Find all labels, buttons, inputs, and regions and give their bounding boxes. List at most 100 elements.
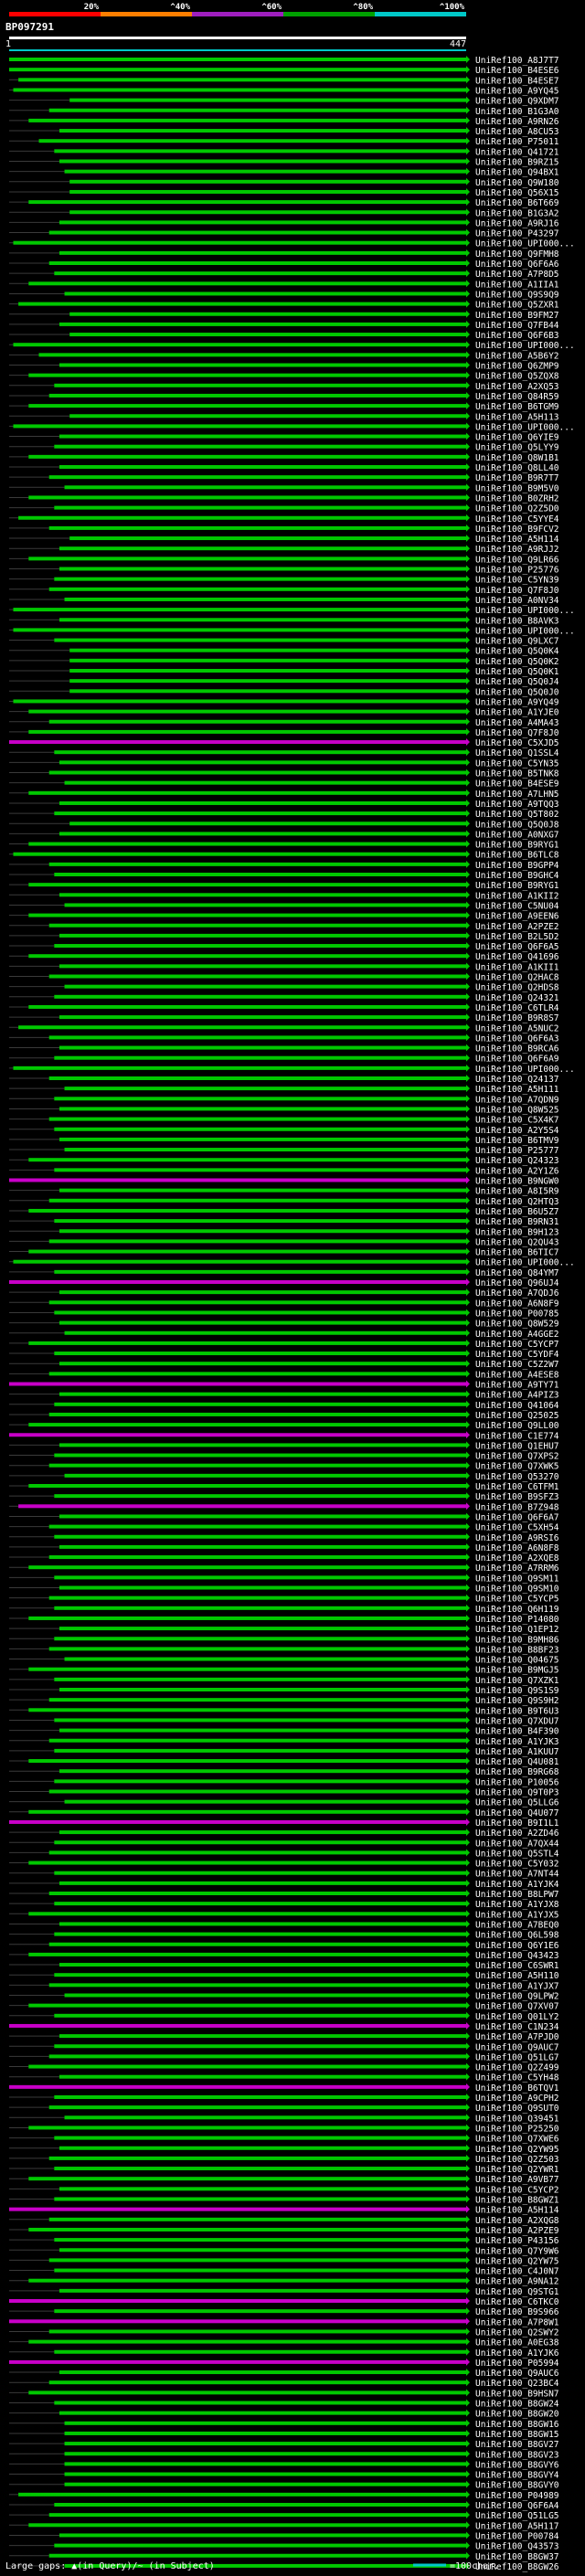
hit-label[interactable]: UniRef100_Q9LPW2	[475, 1992, 559, 2002]
hit-row[interactable]: UniRef100_B6T669	[9, 198, 559, 208]
hit-label[interactable]: UniRef100_A1YJK6	[475, 2348, 559, 2359]
hit-row[interactable]: UniRef100_A1KII2	[9, 891, 559, 901]
hit-label[interactable]: UniRef100_Q9SM11	[475, 1574, 559, 1584]
hit-label[interactable]: UniRef100_Q6L598	[475, 1931, 559, 1941]
hit-row[interactable]: UniRef100_B9RZ15	[9, 157, 559, 168]
hit-row[interactable]: UniRef100_A2XQE8	[9, 1553, 559, 1564]
hit-row[interactable]: UniRef100_A7QDJ6	[9, 1288, 559, 1299]
hit-label[interactable]: UniRef100_C6SWR1	[475, 1961, 559, 1971]
hit-row[interactable]: UniRef100_Q53270	[9, 1471, 559, 1482]
hit-label[interactable]: UniRef100_A1YJX5	[475, 1910, 559, 1920]
hit-row[interactable]: UniRef100_B9FCV2	[9, 524, 559, 535]
hit-row[interactable]: UniRef100_Q6ZMP9	[9, 361, 559, 372]
hit-label[interactable]: UniRef100_P00784	[475, 2531, 559, 2541]
hit-label[interactable]: UniRef100_Q2YWR1	[475, 2165, 559, 2175]
hit-label[interactable]: UniRef100_C5YN35	[475, 758, 559, 769]
hit-row[interactable]: UniRef100_B9GPP4	[9, 860, 559, 871]
hit-row[interactable]: UniRef100_A9CPH2	[9, 2094, 559, 2104]
hit-label[interactable]: UniRef100_Q6ZMP9	[475, 362, 559, 372]
hit-label[interactable]: UniRef100_B8GVY6	[475, 2460, 559, 2470]
hit-row[interactable]: UniRef100_Q9XDM7	[9, 96, 559, 107]
hit-row[interactable]: UniRef100_Q5Q0J4	[9, 677, 559, 687]
hit-row[interactable]: UniRef100_A5H117	[9, 2521, 559, 2531]
hit-label[interactable]: UniRef100_C4J0N7	[475, 2267, 559, 2277]
hit-label[interactable]: UniRef100_Q6F6A9	[475, 1055, 559, 1065]
hit-label[interactable]: UniRef100_Q9W180	[475, 178, 559, 188]
hit-row[interactable]: UniRef100_Q5LYY9	[9, 442, 559, 453]
hit-label[interactable]: UniRef100_Q2QU43	[475, 1237, 559, 1247]
hit-row[interactable]: UniRef100_Q41696	[9, 952, 559, 962]
hit-label[interactable]: UniRef100_Q2HAC8	[475, 973, 559, 983]
hit-row[interactable]: UniRef100_A2Y5S4	[9, 1125, 559, 1136]
hit-label[interactable]: UniRef100_B6U5Z7	[475, 1207, 559, 1217]
hit-label[interactable]: UniRef100_A2PZE2	[475, 922, 559, 932]
hit-label[interactable]: UniRef100_A1YJX8	[475, 1900, 559, 1910]
hit-row[interactable]: UniRef100_Q2HDS8	[9, 982, 559, 993]
hit-label[interactable]: UniRef100_Q2Z5D0	[475, 504, 559, 514]
hit-row[interactable]: UniRef100_P43156	[9, 2236, 559, 2246]
hit-row[interactable]: UniRef100_A1KII1	[9, 962, 559, 972]
hit-label[interactable]: UniRef100_B6TLC8	[475, 851, 559, 861]
hit-label[interactable]: UniRef100_UPI000...	[475, 239, 575, 249]
hit-label[interactable]: UniRef100_A2XQE8	[475, 1553, 559, 1564]
hit-label[interactable]: UniRef100_A5NUC2	[475, 1023, 559, 1034]
hit-label[interactable]: UniRef100_Q4U077	[475, 1808, 559, 1818]
hit-row[interactable]: UniRef100_A7BEQ0	[9, 1920, 559, 1930]
hit-label[interactable]: UniRef100_A9YQ45	[475, 86, 559, 96]
hit-row[interactable]: UniRef100_B1G3A2	[9, 208, 559, 218]
hit-row[interactable]: UniRef100_P14080	[9, 1614, 559, 1625]
hit-label[interactable]: UniRef100_A0NV34	[475, 596, 559, 606]
hit-label[interactable]: UniRef100_A2XQG8	[475, 2216, 559, 2226]
hit-row[interactable]: UniRef100_B9T6U3	[9, 1706, 559, 1716]
hit-row[interactable]: UniRef100_A4PIZ3	[9, 1390, 559, 1401]
hit-label[interactable]: UniRef100_Q4U081	[475, 1757, 559, 1767]
hit-row[interactable]: UniRef100_B9RG68	[9, 1767, 559, 1777]
hit-label[interactable]: UniRef100_Q5LLG6	[475, 1798, 559, 1808]
hit-row[interactable]: UniRef100_B9RYG1	[9, 840, 559, 851]
hit-row[interactable]: UniRef100_Q9SM11	[9, 1574, 559, 1584]
hit-row[interactable]: UniRef100_A2PZE9	[9, 2225, 559, 2236]
hit-row[interactable]: UniRef100_Q6YIE9	[9, 432, 559, 443]
hit-label[interactable]: UniRef100_C5YCP2	[475, 2185, 559, 2195]
hit-row[interactable]: UniRef100_A9YQ45	[9, 86, 559, 96]
hit-label[interactable]: UniRef100_A7LHN5	[475, 790, 559, 800]
hit-row[interactable]: UniRef100_UPI000...	[9, 606, 575, 616]
hit-row[interactable]: UniRef100_B9RN31	[9, 1217, 559, 1227]
hit-row[interactable]: UniRef100_P04989	[9, 2490, 559, 2501]
hit-row[interactable]: UniRef100_A4MA43	[9, 717, 559, 728]
hit-row[interactable]: UniRef100_C1N234	[9, 2021, 559, 2032]
hit-label[interactable]: UniRef100_A4PIZ3	[475, 1391, 559, 1401]
hit-label[interactable]: UniRef100_Q5ZXR1	[475, 301, 559, 311]
hit-row[interactable]: UniRef100_C5Y032	[9, 1859, 559, 1870]
hit-label[interactable]: UniRef100_B0ZRH2	[475, 493, 559, 504]
hit-row[interactable]: UniRef100_Q9LXC7	[9, 636, 559, 647]
hit-label[interactable]: UniRef100_Q7XV07	[475, 2002, 559, 2012]
hit-label[interactable]: UniRef100_A9EEN6	[475, 912, 559, 922]
hit-label[interactable]: UniRef100_Q43573	[475, 2542, 559, 2552]
hit-label[interactable]: UniRef100_UPI000...	[475, 626, 575, 636]
hit-row[interactable]: UniRef100_Q04675	[9, 1655, 559, 1666]
hit-row[interactable]: UniRef100_C6TLR4	[9, 1002, 559, 1013]
hit-row[interactable]: UniRef100_Q84R59	[9, 391, 559, 402]
hit-row[interactable]: UniRef100_A2ZD46	[9, 1829, 559, 1839]
hit-row[interactable]: UniRef100_C5X4K7	[9, 1115, 559, 1126]
hit-row[interactable]: UniRef100_A4ESE8	[9, 1370, 559, 1380]
hit-row[interactable]: UniRef100_Q9FMH8	[9, 249, 559, 260]
hit-row[interactable]: UniRef100_P25777	[9, 1146, 559, 1156]
hit-label[interactable]: UniRef100_P14080	[475, 1615, 559, 1625]
hit-row[interactable]: UniRef100_C5XH54	[9, 1522, 559, 1533]
hit-row[interactable]: UniRef100_Q9STG1	[9, 2286, 559, 2297]
hit-row[interactable]: UniRef100_A1YJK4	[9, 1879, 559, 1890]
hit-label[interactable]: UniRef100_Q5STL4	[475, 1849, 559, 1859]
hit-label[interactable]: UniRef100_Q2SWY2	[475, 2327, 559, 2337]
hit-label[interactable]: UniRef100_B9RN31	[475, 1217, 559, 1227]
hit-row[interactable]: UniRef100_UPI000...	[9, 626, 575, 636]
hit-row[interactable]: UniRef100_Q6F6A3	[9, 1034, 559, 1044]
hit-label[interactable]: UniRef100_A9CPH2	[475, 2094, 559, 2104]
hit-row[interactable]: UniRef100_Q96UJ4	[9, 1278, 559, 1288]
hit-label[interactable]: UniRef100_Q5Q0J4	[475, 677, 559, 687]
hit-row[interactable]: UniRef100_Q7XWK5	[9, 1461, 559, 1472]
hit-label[interactable]: UniRef100_C6TLR4	[475, 1003, 559, 1013]
hit-row[interactable]: UniRef100_Q6F6A6	[9, 260, 559, 270]
hit-label[interactable]: UniRef100_Q51LG5	[475, 2511, 559, 2521]
